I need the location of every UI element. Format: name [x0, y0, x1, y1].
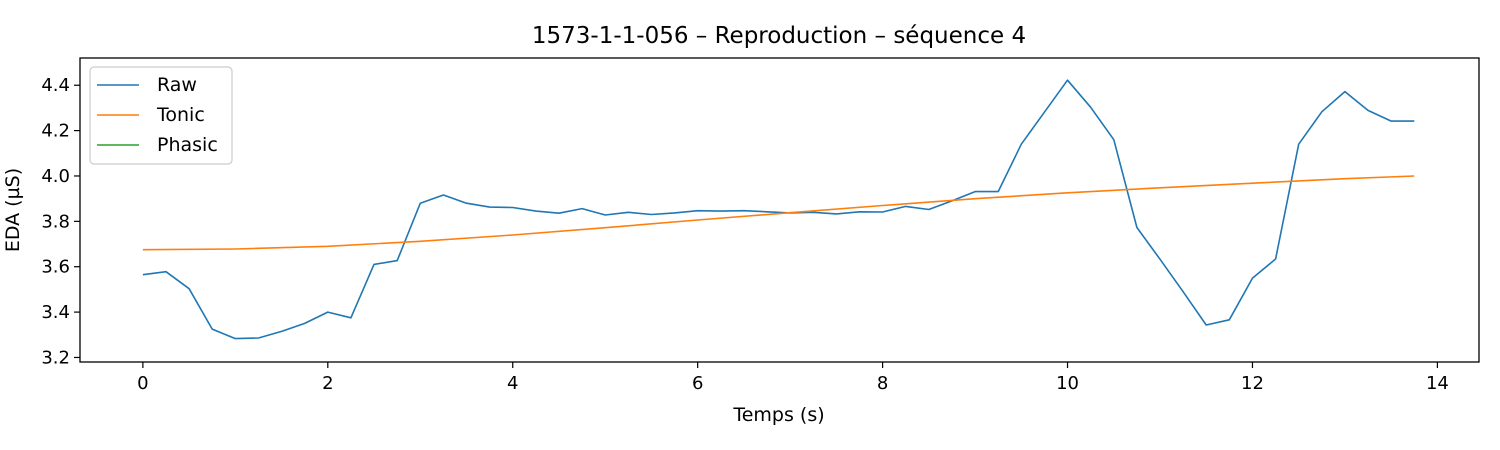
legend-label-phasic: Phasic: [157, 134, 218, 156]
y-tick-label: 3.8: [41, 211, 70, 232]
series-line-tonic: [142, 175, 1415, 251]
x-axis: 0 2 4 6 8 10 12 14: [137, 362, 1449, 394]
y-axis: 3.2 3.4 3.6 3.8 4.0 4.2 4.4: [41, 75, 80, 368]
legend-box: [89, 66, 233, 165]
y-tick-label: 3.2: [41, 347, 70, 368]
y-tick-label: 4.0: [41, 166, 70, 187]
y-tick-label: 3.6: [41, 257, 70, 278]
y-tick-label: 3.4: [41, 302, 70, 323]
chart-title: 1573-1-1-056 – Reproduction – séquence 4: [532, 23, 1026, 49]
series-line-raw: [142, 79, 1415, 340]
x-tick-label: 4: [507, 373, 518, 394]
x-tick-label: 12: [1241, 373, 1264, 394]
x-axis-title: Temps (s): [732, 404, 824, 426]
y-axis-title: EDA (µS): [2, 168, 24, 252]
x-tick-label: 2: [322, 373, 333, 394]
legend-label-tonic: Tonic: [156, 104, 205, 126]
plot-area-frame: [79, 57, 1480, 363]
x-tick-label: 14: [1426, 373, 1449, 394]
x-tick-label: 6: [692, 373, 703, 394]
y-tick-label: 4.2: [41, 121, 70, 142]
x-tick-label: 8: [877, 373, 888, 394]
legend-label-raw: Raw: [157, 74, 197, 96]
legend: Raw Tonic Phasic: [89, 66, 233, 165]
x-tick-label: 0: [137, 373, 148, 394]
y-tick-label: 4.4: [41, 75, 70, 96]
x-tick-label: 10: [1056, 373, 1079, 394]
